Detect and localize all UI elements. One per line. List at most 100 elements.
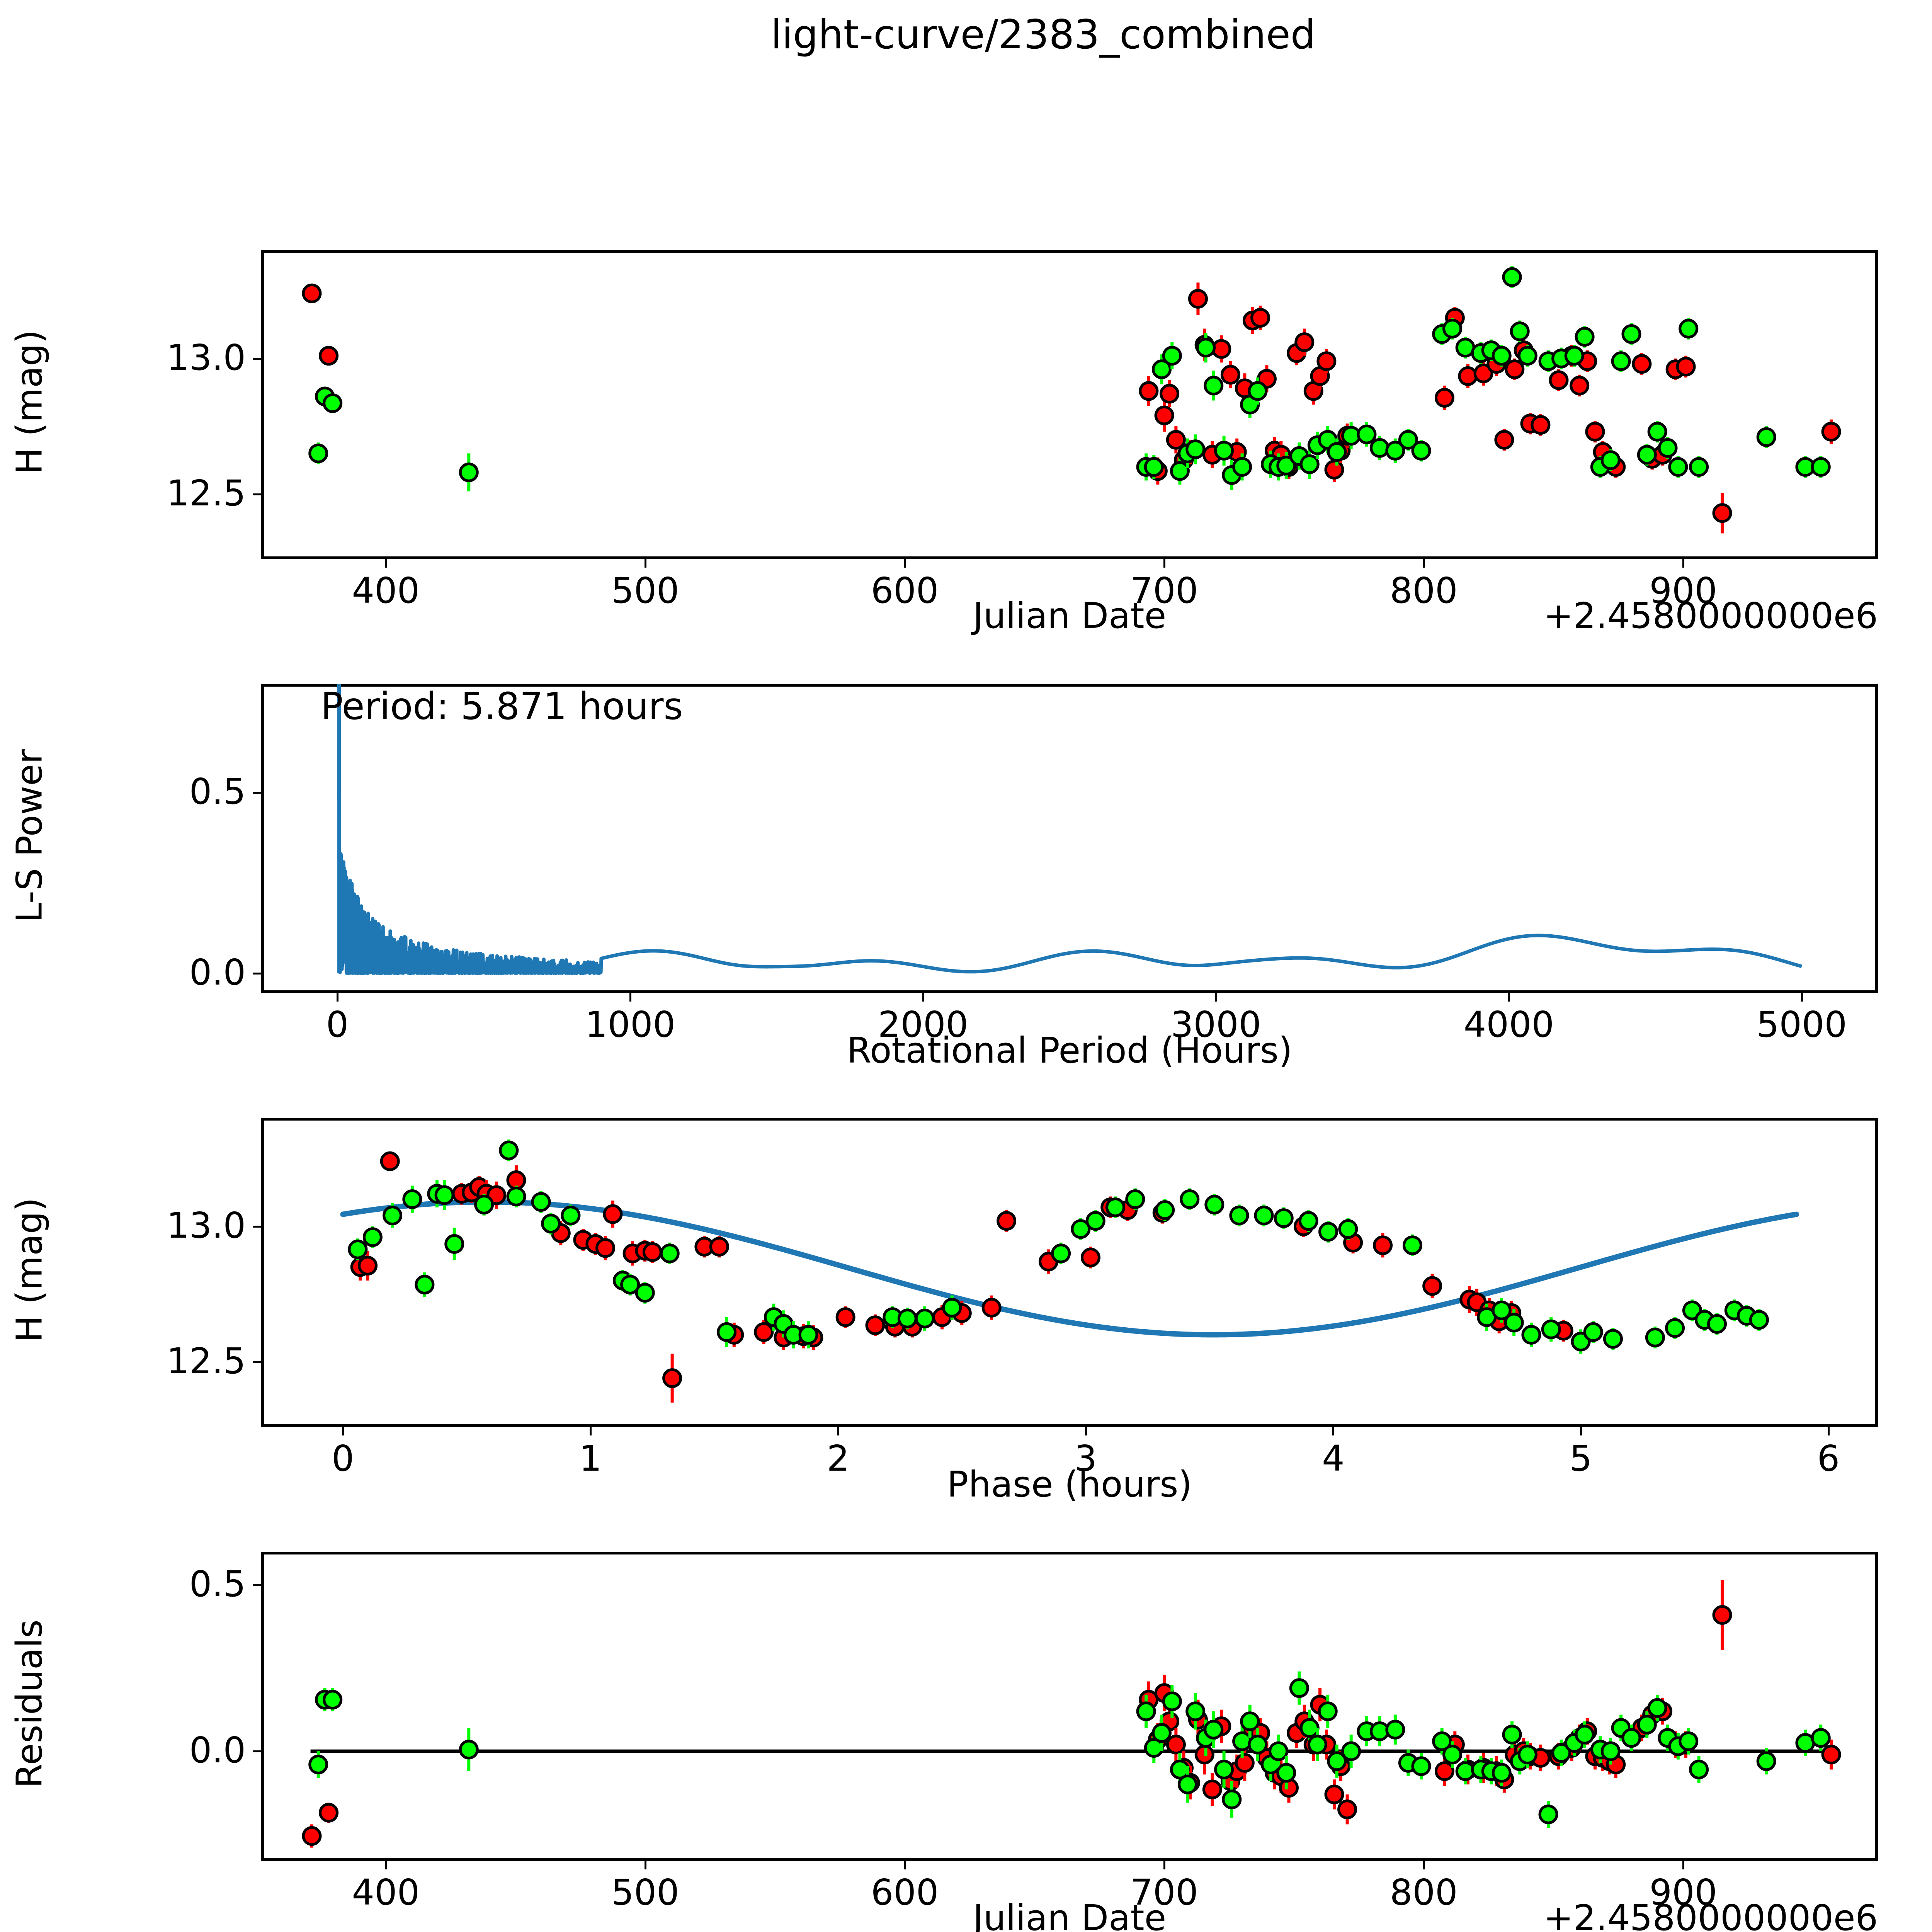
data-point [1299, 1718, 1320, 1738]
data-point [1492, 346, 1512, 366]
data-point [1269, 1741, 1289, 1761]
data-point [1679, 319, 1699, 339]
data-point [1551, 1743, 1571, 1763]
y-tick-label: 0.5 [189, 1563, 246, 1605]
data-point [798, 1325, 818, 1345]
data-point [1521, 1325, 1541, 1345]
data-point [1341, 1741, 1361, 1761]
data-point [323, 393, 343, 413]
x-tick-label: 6 [1817, 1438, 1840, 1479]
residuals-y-axis-label: Residuals [9, 1619, 50, 1788]
x-tick-label: 800 [1389, 1872, 1458, 1913]
residuals-x-offset-text: +2.4580000000e6 [1543, 1897, 1878, 1932]
x-tick-label: 1 [579, 1438, 602, 1479]
data-point [1160, 384, 1180, 404]
data-point [1411, 1756, 1431, 1776]
tick-mark [837, 1427, 839, 1435]
lightcurve-panel [261, 250, 1878, 559]
data-point [1632, 354, 1652, 374]
tick-mark [1215, 993, 1217, 1002]
data-point [717, 1322, 737, 1342]
data-point [1411, 440, 1431, 461]
data-point [1434, 388, 1454, 408]
data-point [1502, 267, 1522, 287]
data-point [1220, 365, 1240, 385]
data-point [1373, 1235, 1393, 1255]
tick-mark [1580, 1427, 1582, 1435]
data-point [1338, 1219, 1358, 1239]
data-point [635, 1283, 655, 1303]
data-point [1756, 1751, 1776, 1771]
data-point [1442, 319, 1463, 339]
data-point [1517, 1745, 1537, 1765]
data-point [1298, 1211, 1318, 1231]
data-point [1676, 357, 1696, 377]
data-point [1357, 424, 1377, 444]
data-point [1689, 1759, 1709, 1779]
data-point [1307, 1735, 1327, 1755]
periodogram-y-axis-label: L-S Power [9, 749, 50, 923]
data-point [402, 1189, 422, 1209]
tick-mark [922, 993, 924, 1002]
data-point [1232, 1731, 1252, 1751]
series-red [302, 1580, 1841, 1848]
data-point [380, 1151, 400, 1171]
data-point [1492, 1763, 1512, 1783]
tick-mark [1682, 559, 1685, 568]
data-point [1324, 1784, 1344, 1804]
data-point [1318, 1222, 1338, 1242]
data-point [1637, 1714, 1657, 1735]
data-point [1647, 422, 1667, 442]
periodogram-panel [261, 684, 1878, 993]
data-point [1316, 351, 1337, 371]
x-tick-label: 600 [871, 1872, 939, 1913]
tick-mark [904, 1861, 906, 1869]
data-point [1422, 1276, 1442, 1296]
data-point [865, 1315, 885, 1335]
data-point [660, 1243, 680, 1264]
data-point [1575, 327, 1595, 347]
data-point [1473, 363, 1493, 383]
data-point [561, 1206, 581, 1226]
data-point [1274, 1208, 1294, 1228]
data-point [302, 1826, 322, 1846]
y-tick-label: 0.0 [189, 1730, 246, 1771]
data-point [1185, 1701, 1206, 1721]
x-tick-label: 5000 [1756, 1004, 1847, 1045]
tick-mark [342, 1427, 344, 1435]
data-point [1276, 1763, 1296, 1783]
data-point [1080, 1247, 1100, 1267]
data-point [1248, 381, 1268, 401]
tick-mark [644, 559, 646, 568]
data-point [603, 1204, 623, 1224]
data-point [1139, 381, 1159, 401]
data-point [1611, 351, 1631, 371]
series-red [350, 1151, 1573, 1403]
data-point [1458, 366, 1478, 386]
lightcurve-y-axis-label: H (mag) [9, 330, 50, 474]
y-tick-label: 13.0 [167, 1204, 246, 1246]
data-point [1188, 289, 1208, 309]
x-tick-label: 900 [1649, 570, 1718, 611]
tick-mark [385, 1861, 387, 1869]
tick-mark [253, 493, 261, 495]
residuals-panel [261, 1552, 1878, 1861]
series-red [302, 282, 1841, 534]
data-point [444, 1234, 464, 1254]
data-point [1136, 1701, 1156, 1721]
data-point [1071, 1219, 1091, 1239]
lightcurve-axes-frame [261, 250, 1878, 559]
data-point [1821, 422, 1841, 442]
data-point [1538, 1804, 1558, 1825]
tick-mark [629, 993, 632, 1002]
x-tick-label: 400 [352, 1872, 420, 1913]
tick-mark [253, 1225, 261, 1228]
data-point [897, 1308, 917, 1328]
data-point [1637, 445, 1657, 465]
data-point [1575, 1725, 1595, 1745]
series-green [308, 266, 1831, 492]
data-point [1154, 405, 1174, 425]
data-point [308, 1755, 328, 1775]
data-point [302, 283, 322, 303]
